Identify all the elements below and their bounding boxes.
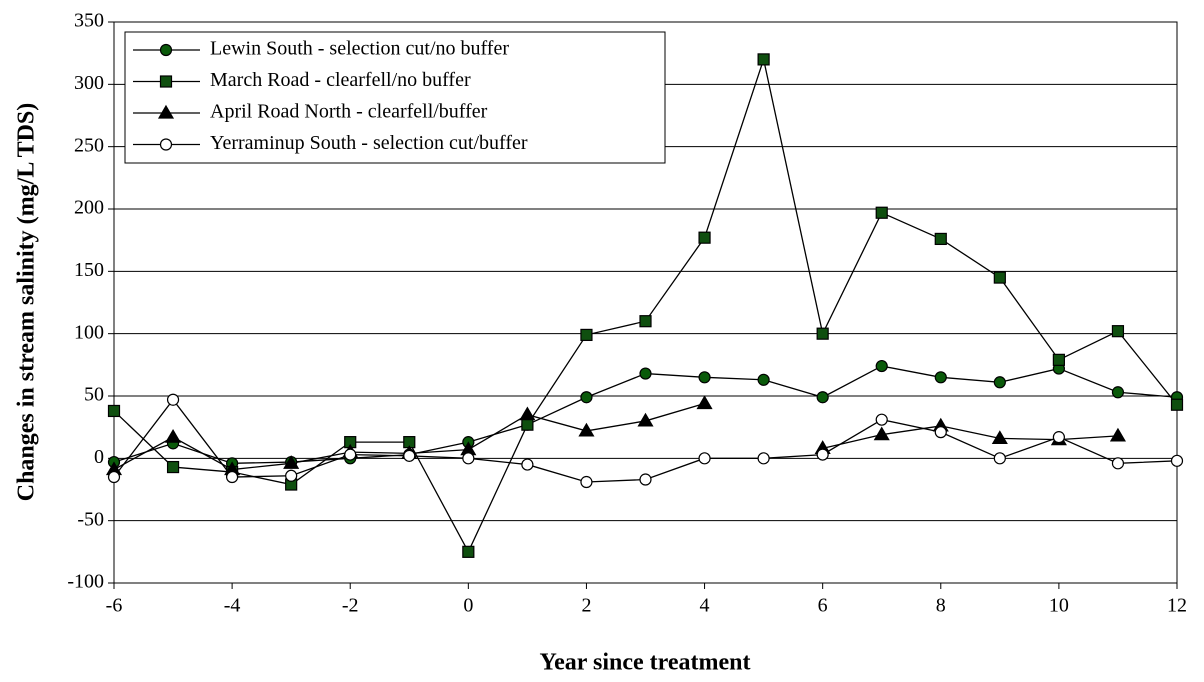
marker bbox=[757, 53, 770, 66]
marker bbox=[993, 452, 1006, 465]
marker bbox=[580, 391, 593, 404]
y-tick-label: 350 bbox=[74, 10, 104, 32]
marker bbox=[580, 475, 593, 489]
x-tick-label: 12 bbox=[1167, 595, 1187, 617]
legend-label: April Road North - clearfell/buffer bbox=[210, 101, 488, 123]
x-tick-label: 4 bbox=[700, 595, 710, 617]
x-tick-label: 8 bbox=[936, 595, 946, 617]
legend-label: March Road - clearfell/no buffer bbox=[210, 69, 471, 91]
marker bbox=[816, 327, 829, 340]
x-tick-label: 6 bbox=[818, 595, 828, 617]
marker bbox=[875, 206, 888, 219]
marker bbox=[1170, 454, 1184, 467]
marker bbox=[639, 473, 652, 486]
marker bbox=[462, 545, 475, 558]
legend-marker bbox=[159, 75, 173, 88]
marker bbox=[165, 428, 182, 443]
marker bbox=[875, 413, 888, 426]
x-axis-label: Year since treatment bbox=[539, 650, 750, 676]
marker bbox=[283, 455, 300, 469]
y-tick-label: -50 bbox=[77, 508, 104, 530]
marker bbox=[816, 391, 829, 404]
legend-label: Lewin South - selection cut/no buffer bbox=[210, 38, 509, 60]
y-tick-label: -100 bbox=[67, 571, 104, 593]
legend-box bbox=[124, 31, 666, 164]
marker bbox=[521, 418, 534, 431]
y-axis-label: Changes in stream salinity (mg/L TDS) bbox=[14, 103, 40, 502]
marker bbox=[107, 470, 121, 484]
marker bbox=[698, 371, 711, 384]
y-tick-label: 100 bbox=[74, 321, 104, 343]
y-tick-label: 50 bbox=[84, 384, 104, 406]
x-tick-label: -2 bbox=[342, 595, 359, 617]
marker bbox=[521, 458, 534, 471]
marker bbox=[166, 460, 180, 474]
y-tick-label: 200 bbox=[74, 197, 104, 219]
marker bbox=[403, 449, 416, 462]
legend-label: Yerraminup South - selection cut/buffer bbox=[210, 132, 528, 154]
marker bbox=[639, 367, 652, 380]
x-tick-label: -6 bbox=[106, 595, 123, 617]
series-line bbox=[113, 402, 1118, 471]
marker bbox=[637, 412, 654, 427]
x-tick-label: 2 bbox=[581, 595, 591, 617]
marker bbox=[1111, 457, 1125, 470]
legend-marker bbox=[159, 43, 173, 57]
marker bbox=[934, 371, 947, 384]
legend-marker bbox=[159, 138, 173, 151]
marker bbox=[107, 404, 121, 418]
marker bbox=[639, 315, 652, 328]
marker bbox=[166, 393, 180, 406]
marker bbox=[285, 469, 298, 482]
legend-marker bbox=[157, 104, 175, 119]
plot-frame bbox=[113, 21, 1178, 584]
marker bbox=[1170, 398, 1184, 411]
marker bbox=[1111, 325, 1125, 338]
marker bbox=[1109, 427, 1126, 442]
marker bbox=[519, 406, 536, 421]
marker bbox=[698, 231, 711, 244]
marker bbox=[873, 426, 890, 441]
marker bbox=[462, 452, 475, 465]
marker bbox=[578, 422, 595, 437]
marker bbox=[698, 452, 711, 465]
marker bbox=[934, 232, 947, 246]
marker bbox=[344, 448, 357, 461]
y-tick-label: 300 bbox=[74, 72, 104, 94]
marker bbox=[991, 430, 1008, 444]
marker bbox=[757, 452, 770, 465]
y-tick-label: 0 bbox=[94, 446, 104, 468]
marker bbox=[757, 373, 770, 386]
marker bbox=[816, 448, 829, 461]
marker bbox=[696, 395, 713, 410]
x-tick-label: -4 bbox=[224, 595, 241, 617]
marker bbox=[580, 328, 593, 342]
marker bbox=[1052, 353, 1065, 366]
y-tick-label: 250 bbox=[74, 134, 104, 156]
marker bbox=[1052, 431, 1065, 444]
y-tick-label: 150 bbox=[74, 259, 104, 281]
x-tick-label: 0 bbox=[463, 595, 473, 617]
marker bbox=[226, 470, 239, 484]
marker bbox=[934, 426, 947, 439]
x-tick-label: 10 bbox=[1049, 595, 1069, 617]
marker bbox=[1111, 386, 1125, 399]
marker bbox=[875, 359, 888, 373]
marker bbox=[993, 376, 1006, 389]
series-line bbox=[113, 398, 1178, 483]
marker bbox=[993, 271, 1006, 284]
